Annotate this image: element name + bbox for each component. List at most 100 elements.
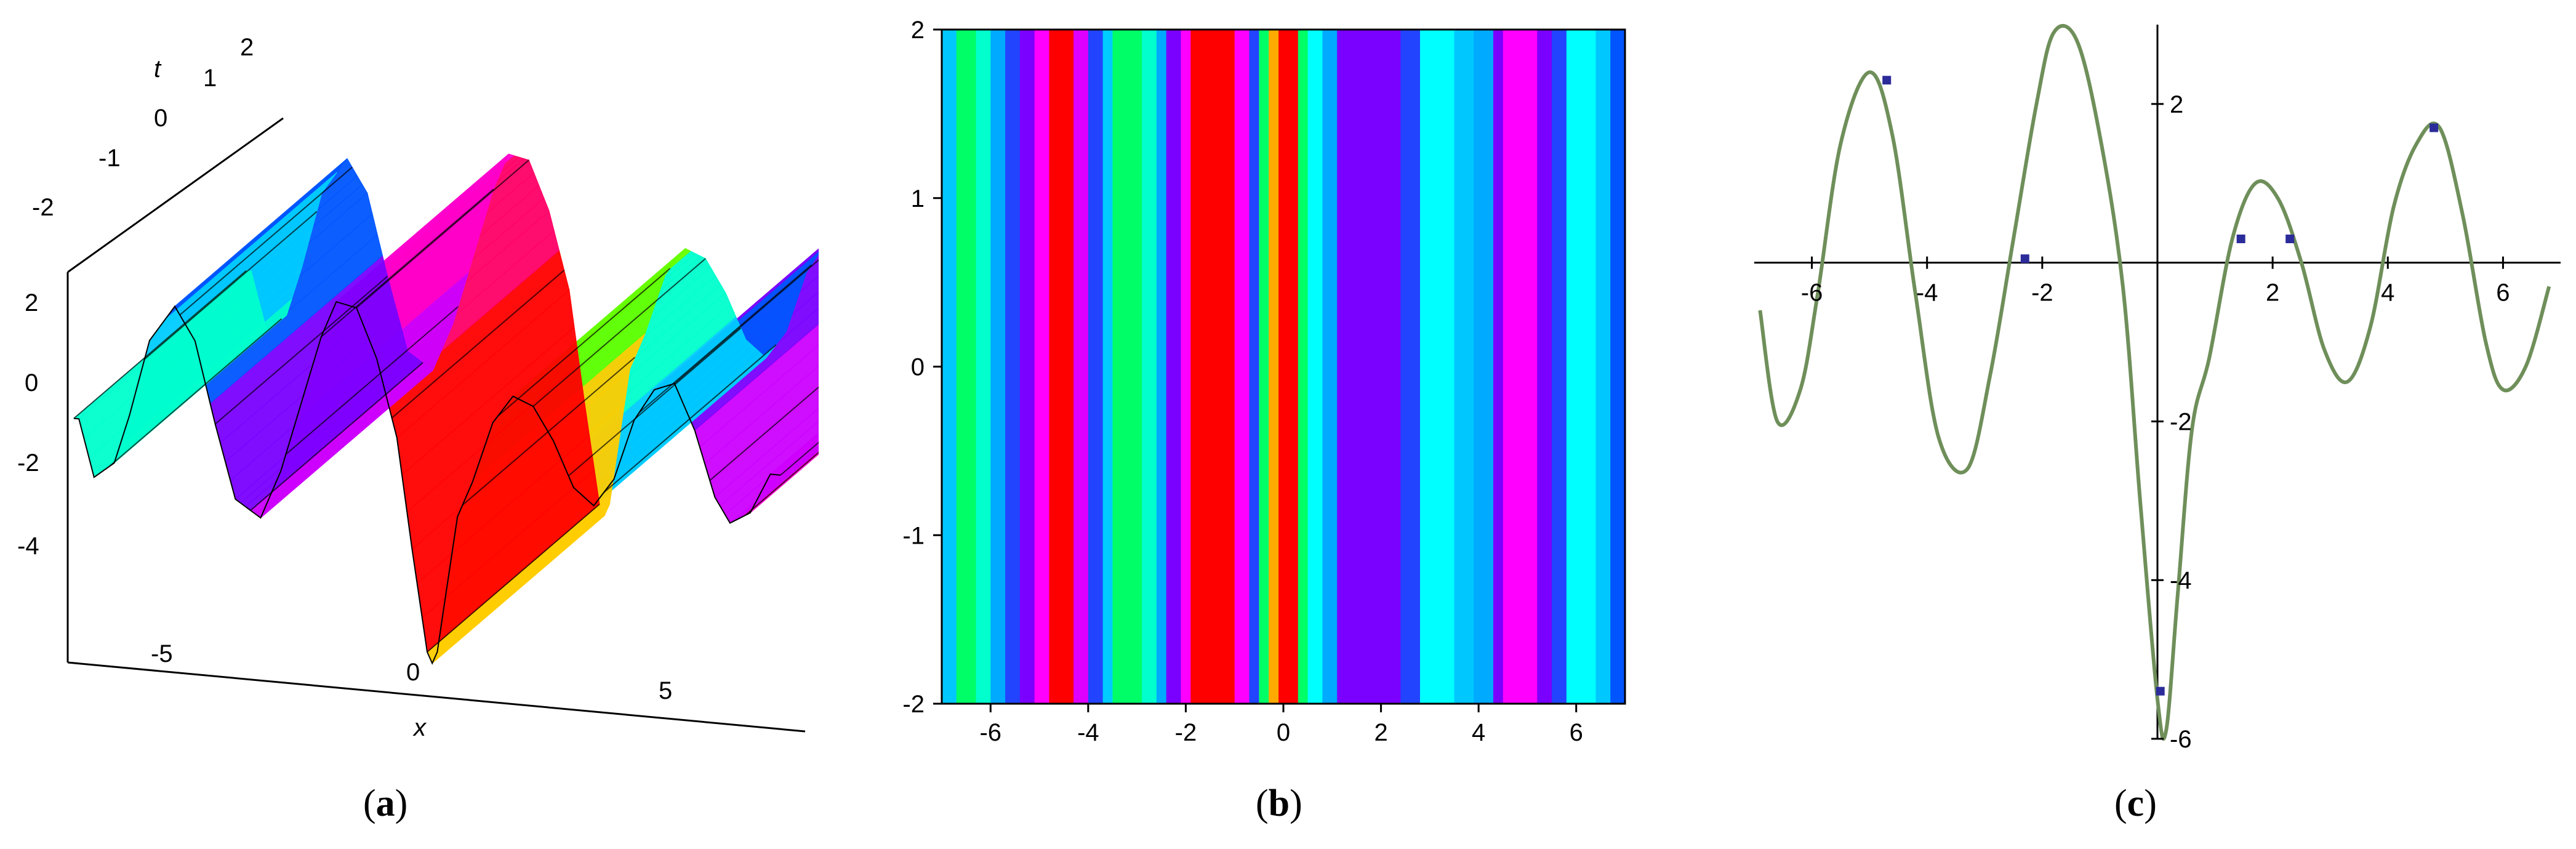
- heatmap-band: [1249, 30, 1259, 704]
- heatmap-band: [1493, 30, 1504, 704]
- heatmap-band: [1088, 30, 1104, 704]
- panel-a: 2 0 -2 -4 -5 0 5 x -2 -1 0 1 2 t (a): [0, 0, 954, 849]
- y-tick-label: 2: [2170, 91, 2183, 118]
- series-marker: [1882, 76, 1892, 85]
- x-axis-title: x: [412, 714, 427, 739]
- heatmap-band: [1278, 30, 1299, 704]
- heatmap-band: [1537, 30, 1552, 704]
- t-tick: 1: [203, 65, 217, 92]
- series-marker: [2156, 686, 2165, 696]
- heatmap-band: [1420, 30, 1455, 704]
- x-ticks: -6 -4 -2 0 2 4 6: [979, 704, 1583, 746]
- line-plot: -6 -4 -2 2 4 6 2 -2 -4 -6: [1754, 24, 2561, 753]
- heatmap-band: [1190, 30, 1235, 704]
- surface-contour: [391, 270, 565, 419]
- surface-contour: [427, 504, 600, 653]
- surface-edge: [73, 300, 781, 665]
- series-marker: [2430, 123, 2439, 132]
- x-ticks: -6 -4 -2 2 4 6: [1801, 256, 2510, 307]
- x-tick-label: -6: [979, 719, 1001, 746]
- x-tick-label: 4: [2381, 280, 2394, 307]
- x-tick-label: 2: [2266, 280, 2279, 307]
- x-tick-label: 6: [2496, 280, 2510, 307]
- x-tick-label: -4: [1916, 280, 1938, 307]
- x-tick-label: -4: [1077, 719, 1099, 746]
- series-marker: [2285, 235, 2295, 243]
- surface-contour: [250, 362, 423, 511]
- y-tick-label: 2: [911, 17, 925, 44]
- x-tick-label: 6: [1570, 719, 1583, 746]
- heatmap-plot: -6 -4 -2 0 2 4 6 2 1 0 -1 -2: [902, 17, 1626, 746]
- heatmap-band: [1049, 30, 1074, 704]
- y-tick-label: 0: [911, 354, 925, 381]
- heatmap-band: [1005, 30, 1021, 704]
- surface-contour: [321, 188, 494, 337]
- x-axis: [67, 661, 806, 733]
- surface-contour: [532, 258, 706, 407]
- t-axis: [67, 117, 284, 273]
- y-tick-label: 1: [911, 185, 925, 212]
- y-tick-label: -2: [2170, 408, 2192, 435]
- y-tick-label: -2: [902, 691, 925, 718]
- heatmap-band: [942, 30, 957, 704]
- heatmap-band: [1073, 30, 1089, 704]
- surface-contour: [568, 328, 742, 477]
- line-axes: [1754, 25, 2561, 739]
- surface-contour: [144, 211, 318, 360]
- heatmap-band: [1259, 30, 1269, 704]
- panel-label-b: (b): [1256, 783, 1302, 824]
- x-tick-label: -2: [2031, 280, 2053, 307]
- y-tick-label: -1: [902, 522, 925, 549]
- panel-label-c: (c): [2114, 783, 2157, 824]
- surface-contour: [179, 166, 353, 316]
- x-tick-label: 0: [1277, 719, 1290, 746]
- surface-axes: [66, 117, 806, 733]
- heatmap-band: [1610, 30, 1626, 704]
- panel-b: -6 -4 -2 0 2 4 6 2 1 0 -1 -2 (b): [843, 0, 1705, 849]
- surface-strips: [73, 153, 954, 665]
- heatmap-bands: [942, 30, 1626, 704]
- y-tick-label: -4: [2170, 567, 2192, 594]
- heatmap-band: [1142, 30, 1157, 704]
- series-marker: [2236, 235, 2245, 243]
- y-tick-label: -6: [2170, 726, 2192, 753]
- x-tick-label: 2: [1374, 719, 1387, 746]
- x-tick: 0: [406, 659, 420, 686]
- y-ticks: 2 -2 -4 -6: [2151, 91, 2192, 753]
- surface-contour: [356, 159, 529, 308]
- heatmap-band: [1322, 30, 1338, 704]
- surface-contour: [674, 235, 848, 384]
- z-tick: -2: [17, 449, 39, 477]
- x-tick-label: -2: [1175, 719, 1197, 746]
- x-tick-label: 4: [1472, 719, 1485, 746]
- heatmap-band: [1307, 30, 1323, 704]
- surface-contour: [73, 270, 247, 419]
- surface-contour: [285, 306, 459, 455]
- series-markers: [1882, 76, 2439, 696]
- heatmap-band: [1454, 30, 1474, 704]
- t-tick: -2: [32, 194, 54, 221]
- heatmap-band: [1112, 30, 1142, 704]
- y-ticks: 2 1 0 -1 -2: [902, 17, 942, 718]
- t-tick: 0: [154, 105, 167, 132]
- x-tick: 5: [659, 677, 672, 704]
- heatmap-band: [1474, 30, 1494, 704]
- panel-label-a: (a): [363, 783, 408, 824]
- heatmap-band: [1234, 30, 1250, 704]
- surface-plot: 2 0 -2 -4 -5 0 5 x -2 -1 0 1 2 t: [17, 34, 954, 741]
- heatmap-band: [956, 30, 976, 704]
- surface-contour: [214, 276, 388, 425]
- heatmap-band: [1102, 30, 1113, 704]
- series-line: [1758, 24, 2551, 741]
- surface-contour: [638, 264, 813, 413]
- surface-contour: [497, 268, 671, 417]
- heatmap-band: [1034, 30, 1049, 704]
- surface-contour: [462, 356, 636, 506]
- heatmap-band: [1156, 30, 1167, 704]
- heatmap-band: [1166, 30, 1181, 704]
- heatmap-band: [976, 30, 991, 704]
- heatmap-band: [1298, 30, 1309, 704]
- panel-c: -6 -4 -2 2 4 6 2 -2 -4 -6 (c): [1736, 0, 2576, 849]
- heatmap-band: [1566, 30, 1596, 704]
- heatmap-band: [1595, 30, 1611, 704]
